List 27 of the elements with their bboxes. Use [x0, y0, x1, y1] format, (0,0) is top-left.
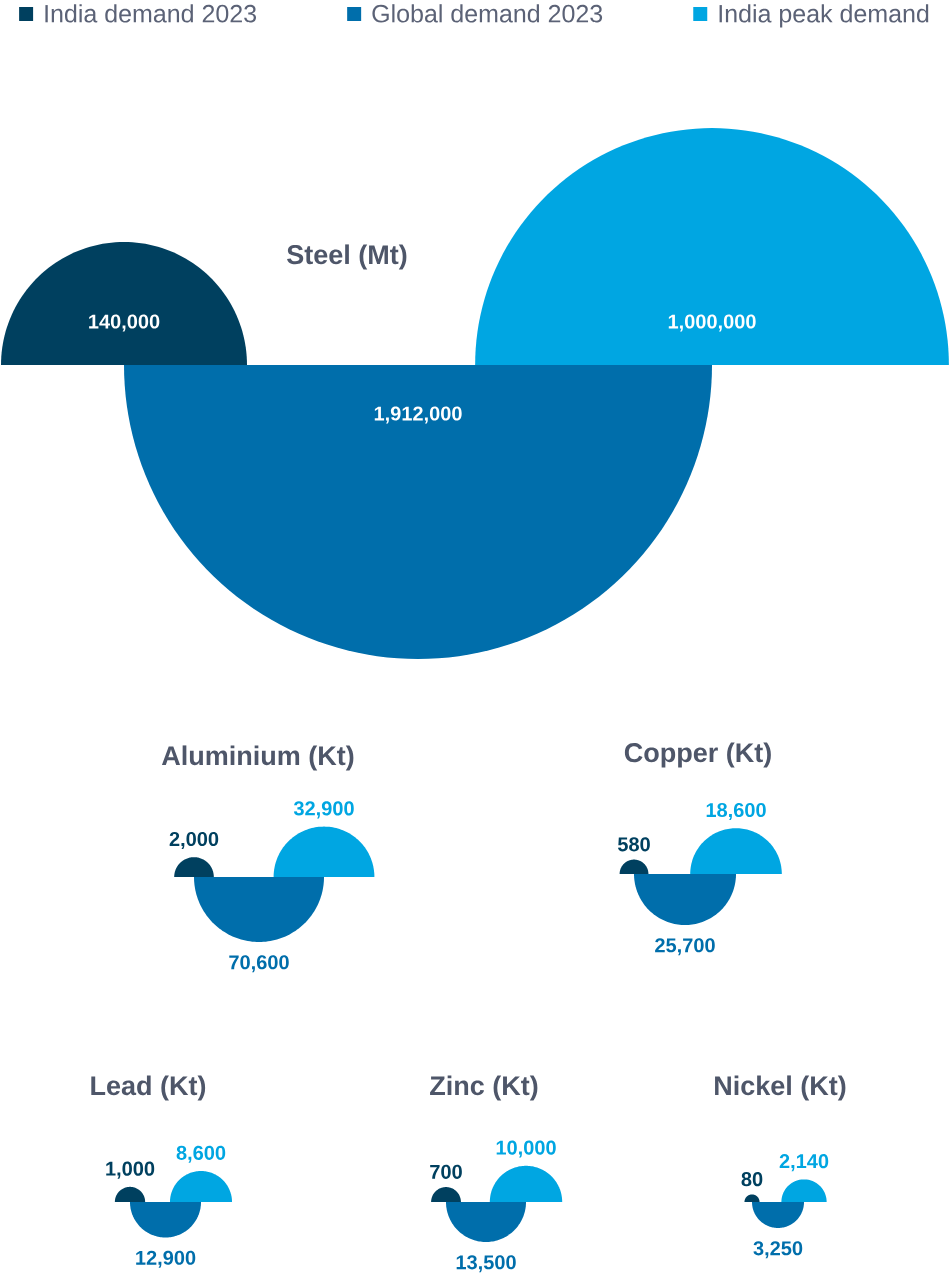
data-label: 18,600 [706, 802, 766, 820]
category-label: Copper (Kt) [624, 742, 771, 768]
data-label: 2,000 [169, 831, 219, 849]
category-label: Nickel (Kt) [715, 1075, 846, 1101]
data-label: 8,600 [176, 1145, 226, 1163]
data-label: 80 [741, 1172, 763, 1187]
legend-label: India peak demand [719, 4, 929, 28]
category-label: Zinc (Kt) [430, 1075, 538, 1101]
category-label: Steel (Mt) [287, 244, 407, 270]
data-label: 1,000,000 [668, 314, 756, 332]
data-label: 10,000 [496, 1140, 556, 1158]
data-label: 1,000 [106, 1161, 155, 1179]
data-label: 140,000 [89, 314, 160, 332]
legend-label: Global demand 2023 [372, 4, 603, 23]
data-label: 12,900 [136, 1250, 196, 1268]
data-label: 700 [430, 1164, 462, 1179]
data-label: 1,912,000 [374, 406, 462, 424]
category-label: Lead (Kt) [91, 1075, 206, 1101]
data-label: 580 [617, 837, 650, 852]
data-label: 2,140 [779, 1154, 829, 1172]
category-label: Aluminium (Kt) [161, 745, 354, 771]
data-label: 25,700 [655, 938, 715, 956]
data-label: 32,900 [293, 801, 354, 819]
data-label: 13,500 [456, 1255, 516, 1273]
legend-label: India demand 2023 [45, 4, 257, 23]
data-label: 70,600 [229, 955, 289, 973]
data-label: 3,250 [753, 1241, 803, 1259]
